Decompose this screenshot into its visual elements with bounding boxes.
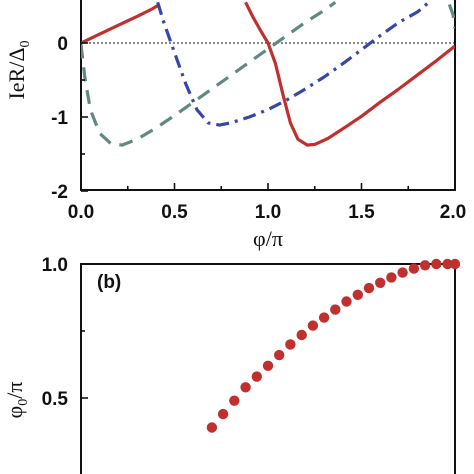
panel-a-series xyxy=(81,1,455,147)
data-point xyxy=(274,349,285,361)
data-point xyxy=(363,282,375,294)
svg-text:φ0/π: φ0/π xyxy=(2,382,31,419)
x-axis-label: φ/π xyxy=(253,226,283,251)
panel-a-frame xyxy=(80,0,456,191)
y-tick-label: 0 xyxy=(57,34,68,55)
data-point xyxy=(229,395,240,406)
y-axis-label-main: IeR/Δ xyxy=(4,47,29,99)
data-point xyxy=(240,382,251,393)
x-tick-label: 2.0 xyxy=(440,202,466,223)
y-tick-label: -1 xyxy=(51,108,68,129)
y-axis-label-sub: 0 xyxy=(16,399,31,406)
data-point xyxy=(375,277,386,288)
x-tick-label: 1.0 xyxy=(255,202,281,223)
panel-a: 0 -1 -2 0.0 0.5 1.0 1.5 2.0 φ/π IeR/Δ0 xyxy=(4,0,466,251)
panel-b: (b) 1.0 0.5 φ0/π xyxy=(2,255,461,474)
data-point xyxy=(262,360,274,371)
panel-b-ticks xyxy=(81,263,88,399)
series-line xyxy=(244,1,455,147)
panel-b-points xyxy=(206,258,461,433)
y-axis-label-a: IeR/Δ0 xyxy=(4,40,33,99)
data-point xyxy=(449,258,461,270)
panel-a-ticks xyxy=(80,42,456,192)
data-point xyxy=(352,289,363,300)
data-point xyxy=(442,258,453,270)
data-point xyxy=(386,272,397,283)
x-tick-label: 1.5 xyxy=(348,202,375,223)
y-tick-label: 1.0 xyxy=(42,255,68,276)
series-line xyxy=(81,3,161,45)
svg-text:IeR/Δ0: IeR/Δ0 xyxy=(4,40,33,99)
y-axis-label-main: φ xyxy=(2,406,27,419)
panel-b-frame xyxy=(80,263,456,474)
data-point xyxy=(318,312,330,323)
data-point xyxy=(296,329,307,341)
y-axis-label-tail: /π xyxy=(2,382,27,399)
data-point xyxy=(341,296,352,307)
data-point xyxy=(431,258,442,270)
data-point xyxy=(285,339,296,350)
x-tick-label: 0.5 xyxy=(161,202,188,223)
x-tick-label: 0.0 xyxy=(68,202,94,223)
data-point xyxy=(206,422,218,433)
data-point xyxy=(307,320,319,331)
y-axis-label-sub: 0 xyxy=(18,40,33,47)
series-line xyxy=(156,1,430,127)
y-tick-label: 0.5 xyxy=(42,389,69,410)
data-point xyxy=(217,408,229,420)
data-point xyxy=(330,304,341,315)
data-point xyxy=(408,263,420,274)
data-point xyxy=(251,371,262,382)
y-axis-label-b: φ0/π xyxy=(2,382,31,419)
y-tick-label: -2 xyxy=(51,182,68,203)
series-line xyxy=(447,3,455,29)
data-point xyxy=(419,260,431,271)
series-line xyxy=(81,1,337,147)
panel-b-tag: (b) xyxy=(97,272,121,293)
data-point xyxy=(397,267,408,278)
